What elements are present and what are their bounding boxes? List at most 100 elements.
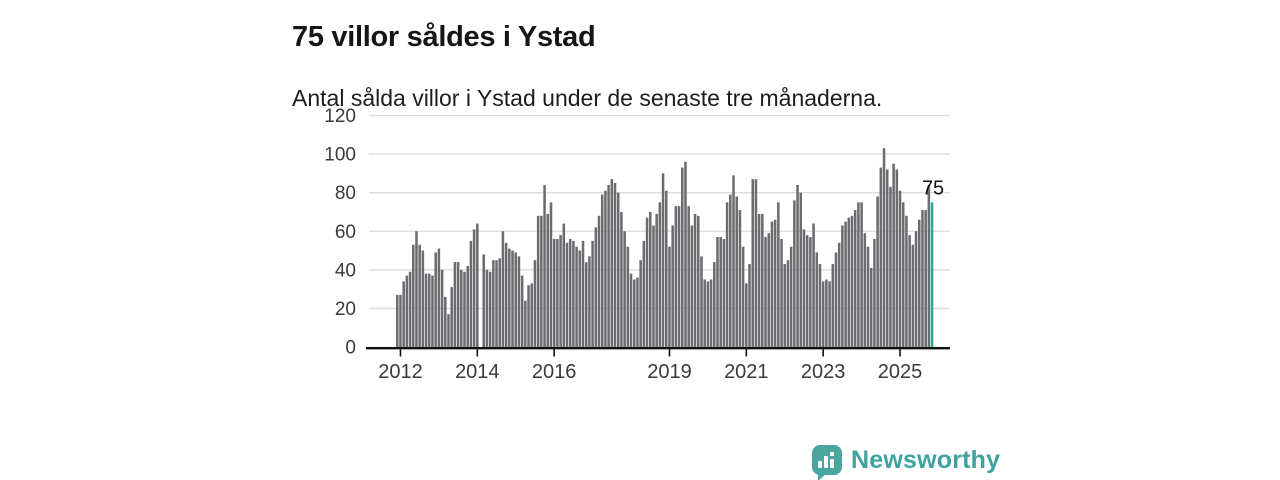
y-axis-tick-label: 120 xyxy=(324,106,356,127)
bar xyxy=(770,221,774,347)
bar xyxy=(524,300,527,347)
bar xyxy=(492,260,495,347)
bar xyxy=(706,281,710,347)
bar xyxy=(783,264,787,347)
bar xyxy=(472,229,476,347)
bar xyxy=(825,279,828,347)
bar xyxy=(626,246,630,347)
bar xyxy=(652,225,655,347)
bar xyxy=(572,240,575,347)
x-axis-tick-label: 2025 xyxy=(878,361,923,383)
bar xyxy=(719,237,722,347)
bar xyxy=(700,256,703,347)
bar xyxy=(594,227,598,347)
bar xyxy=(549,202,553,347)
bar xyxy=(517,256,521,347)
bar xyxy=(757,213,761,347)
bar xyxy=(648,211,652,347)
bar xyxy=(898,190,902,347)
mini-dot-icon xyxy=(830,452,834,456)
bar xyxy=(623,231,626,347)
bar xyxy=(879,167,883,347)
bar xyxy=(543,184,546,347)
bar xyxy=(921,210,924,347)
bar xyxy=(812,223,815,347)
bar xyxy=(415,231,418,347)
chart-title: 75 villor såldes i Ystad xyxy=(292,21,596,54)
bar xyxy=(629,273,633,347)
bar xyxy=(552,238,556,347)
bar xyxy=(578,250,582,347)
bar xyxy=(818,264,822,347)
y-axis-tick-label: 100 xyxy=(324,145,356,166)
bar xyxy=(703,279,706,347)
bar xyxy=(501,231,505,347)
bar xyxy=(620,211,623,347)
bar xyxy=(834,252,838,347)
bar xyxy=(504,242,508,347)
bar xyxy=(748,264,751,347)
bar xyxy=(927,184,931,347)
bar xyxy=(837,242,841,347)
bar xyxy=(482,254,485,347)
bar xyxy=(546,213,550,347)
bar xyxy=(655,213,658,347)
bar xyxy=(860,202,863,347)
bar xyxy=(431,275,434,347)
bar xyxy=(857,202,860,347)
bar xyxy=(876,196,879,347)
bar xyxy=(821,281,825,347)
bar xyxy=(767,233,771,347)
bar xyxy=(469,240,473,347)
bar xyxy=(402,281,405,347)
bar xyxy=(456,262,460,347)
bar xyxy=(690,225,694,347)
bar xyxy=(508,248,511,347)
highlight-value-label: 75 xyxy=(922,177,944,199)
x-axis-tick-label: 2021 xyxy=(724,361,769,383)
bar xyxy=(604,190,607,347)
bar xyxy=(530,283,534,347)
bar xyxy=(600,194,604,347)
bar xyxy=(773,219,777,347)
bar xyxy=(408,271,412,347)
bar xyxy=(520,275,524,347)
bar xyxy=(677,206,681,347)
bar xyxy=(786,260,790,347)
bar xyxy=(687,206,690,347)
bar xyxy=(853,210,857,347)
bar xyxy=(428,273,431,347)
bar xyxy=(444,296,447,347)
bar xyxy=(674,206,678,347)
bar xyxy=(540,215,543,347)
x-axis-tick-label: 2023 xyxy=(801,361,846,383)
bar xyxy=(645,217,649,347)
bar xyxy=(869,267,873,347)
bar xyxy=(613,183,617,347)
bar xyxy=(639,260,642,347)
bar xyxy=(828,281,831,347)
bar xyxy=(847,217,851,347)
bar xyxy=(914,231,918,347)
bar xyxy=(815,252,819,347)
highlighted-bar xyxy=(930,202,934,347)
bar xyxy=(575,246,578,347)
bar xyxy=(588,256,591,347)
brand-name: Newsworthy xyxy=(851,445,1001,474)
bar xyxy=(488,271,492,347)
bar xyxy=(533,260,537,347)
bar xyxy=(412,244,415,347)
bar xyxy=(616,192,620,347)
y-axis-tick-label: 20 xyxy=(335,299,356,320)
bar xyxy=(809,237,812,347)
bar xyxy=(671,225,674,347)
bar xyxy=(610,179,614,347)
y-axis-tick-label: 40 xyxy=(335,260,356,281)
bar xyxy=(745,283,748,347)
y-axis-tick-label: 60 xyxy=(335,222,356,243)
mini-bar-icon xyxy=(824,456,828,468)
bar xyxy=(735,196,738,347)
bar xyxy=(424,273,428,347)
bar xyxy=(453,262,457,347)
